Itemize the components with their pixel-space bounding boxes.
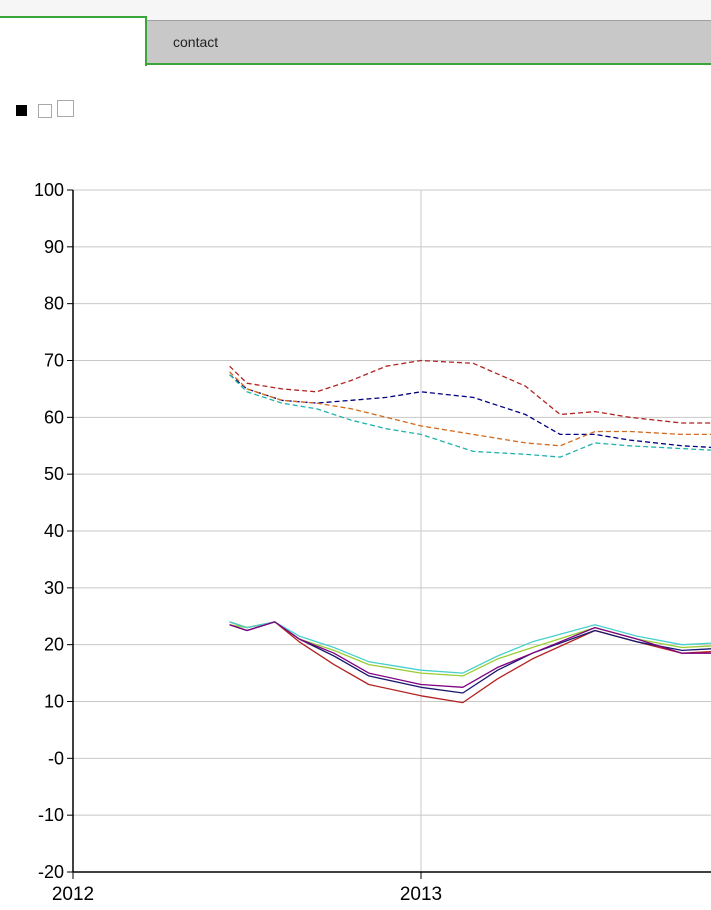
- grid-layer: [73, 189, 711, 872]
- axis-layer: [67, 189, 711, 879]
- series-line-8: [229, 621, 711, 674]
- series-line-7: [229, 621, 711, 677]
- header-band: [0, 0, 711, 20]
- x-tick-label: 2012: [52, 884, 94, 905]
- y-tick-label: 10: [44, 692, 64, 712]
- series-line-3: [229, 371, 711, 447]
- y-tick-label: 70: [44, 351, 64, 371]
- x-tick-label: 2013: [400, 884, 442, 905]
- y-tick-label: 20: [44, 635, 64, 655]
- view-toggle-1[interactable]: [16, 105, 27, 116]
- y-tick-label: 40: [44, 521, 64, 541]
- series-layer: [229, 359, 711, 704]
- series-line-4: [229, 374, 711, 458]
- tab-active[interactable]: [0, 16, 147, 66]
- series-line-9: [229, 621, 711, 688]
- y-tick-label: 90: [44, 237, 64, 257]
- y-tick-label: -10: [38, 805, 64, 825]
- y-tick-label: -20: [38, 862, 64, 882]
- series-line-5: [229, 621, 711, 704]
- y-tick-label: 30: [44, 578, 64, 598]
- view-toggle-3[interactable]: [57, 100, 74, 117]
- y-tick-label: 60: [44, 407, 64, 427]
- series-line-1: [229, 359, 711, 424]
- view-toggle-2[interactable]: [38, 104, 52, 118]
- y-tick-label: 50: [44, 464, 64, 484]
- tab-contact-label: contact: [173, 34, 219, 50]
- series-line-2: [229, 374, 711, 449]
- y-tick-label: -0: [48, 748, 64, 768]
- y-tick-label: 80: [44, 294, 64, 314]
- tab-contact[interactable]: contact: [147, 20, 711, 65]
- y-tick-label: 100: [34, 180, 64, 200]
